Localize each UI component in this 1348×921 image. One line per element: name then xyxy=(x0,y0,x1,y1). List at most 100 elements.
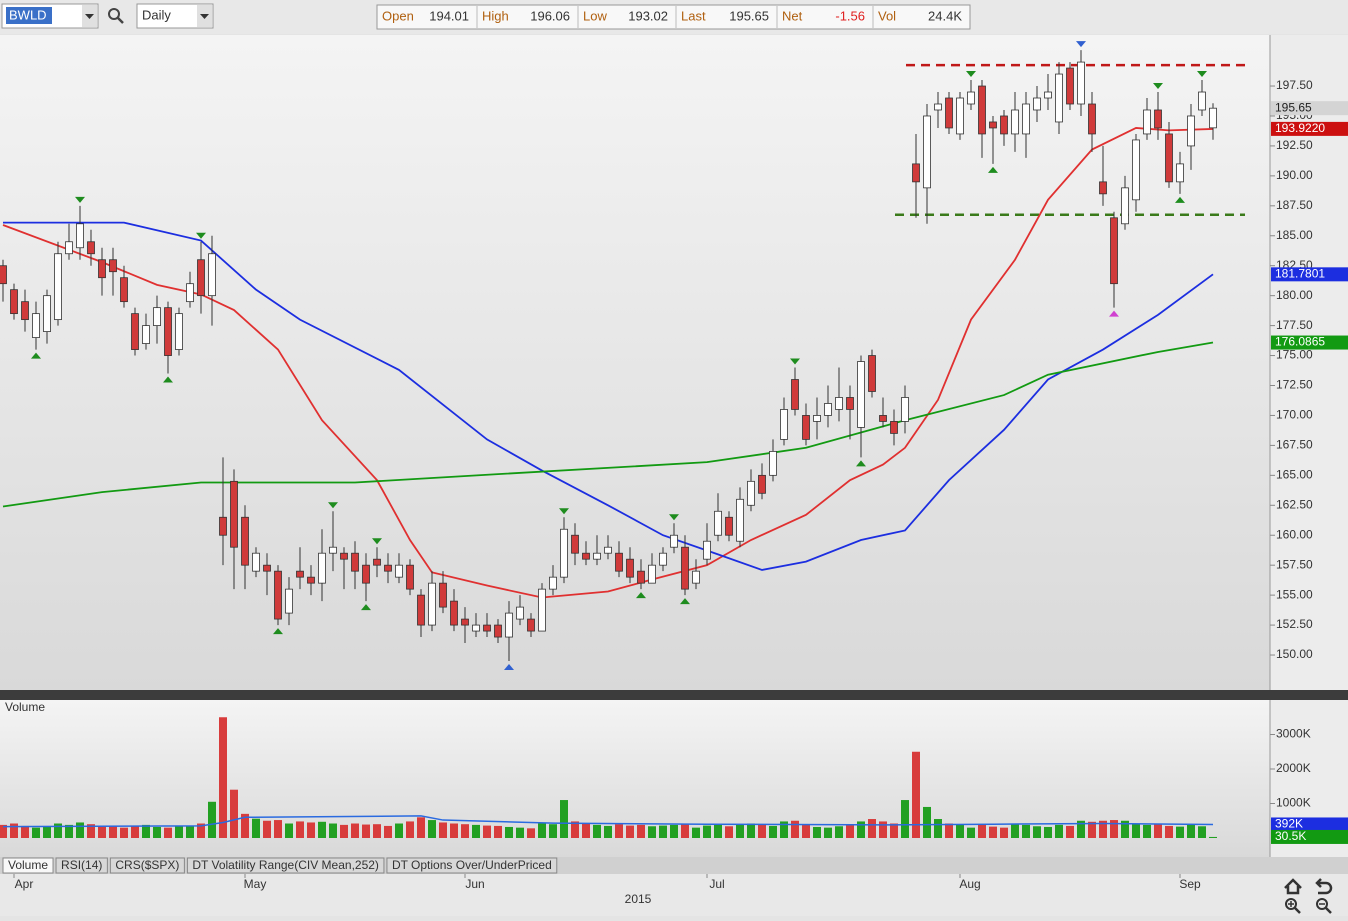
volume-bar xyxy=(230,789,238,838)
price-axis xyxy=(1270,35,1348,690)
volume-bar xyxy=(802,824,810,838)
candle-body xyxy=(219,516,227,536)
volume-bar xyxy=(549,824,557,838)
volume-bar xyxy=(0,824,7,838)
tab[interactable] xyxy=(55,857,108,874)
volume-bar xyxy=(54,823,62,838)
search-icon[interactable] xyxy=(108,8,124,24)
candle-body xyxy=(571,534,579,554)
volume-bar xyxy=(131,826,139,838)
candle-body xyxy=(186,283,194,303)
price-tag-label: 193.9220 xyxy=(1275,121,1325,135)
volume-bar xyxy=(813,826,821,838)
volume-bar xyxy=(428,820,436,838)
moving-average xyxy=(2,127,1214,599)
price-tag xyxy=(1271,101,1348,116)
back-icon[interactable] xyxy=(1315,878,1333,895)
y-tick-label: 150.00 xyxy=(1276,647,1313,661)
y-tick-label: 152.50 xyxy=(1276,617,1313,631)
volume-bar xyxy=(65,824,73,838)
tab[interactable] xyxy=(386,857,558,874)
volume-bar xyxy=(736,824,744,838)
pivot-marker xyxy=(361,604,371,611)
volume-bar xyxy=(1033,826,1041,838)
volume-bar xyxy=(351,823,359,838)
y-tick-label: 180.00 xyxy=(1276,288,1313,302)
tab[interactable] xyxy=(2,857,54,874)
candle-body xyxy=(461,618,469,626)
y-tick-label: 177.50 xyxy=(1276,318,1313,332)
candle-body xyxy=(318,552,326,584)
volume-bar xyxy=(604,825,612,838)
pivot-marker xyxy=(328,502,338,509)
candle-body xyxy=(153,307,161,327)
candle-body xyxy=(362,564,370,584)
y-tick-label: 190.00 xyxy=(1276,168,1313,182)
volume-bar xyxy=(1165,825,1173,838)
volume-bar xyxy=(285,823,293,838)
candle-body xyxy=(791,379,799,410)
y-tick-label: 197.50 xyxy=(1276,78,1313,92)
volume-bar xyxy=(516,827,524,838)
volume-bar xyxy=(274,820,282,838)
candle-body xyxy=(945,97,953,129)
tab-label: DT Volatility Range(CIV Mean,252) xyxy=(192,858,379,872)
home-icon[interactable] xyxy=(1284,878,1302,895)
quote-label: Net xyxy=(782,8,803,23)
price-tag-label: 392K xyxy=(1275,817,1303,831)
candle-body xyxy=(351,552,359,572)
candle-body xyxy=(648,564,656,584)
volume-bar xyxy=(560,800,568,838)
zoom-in-icon[interactable] xyxy=(1285,898,1301,914)
quote-value: 195.65 xyxy=(729,8,769,23)
y-tick-label: 1000K xyxy=(1276,796,1311,810)
volume-bar xyxy=(582,823,590,838)
candle-body xyxy=(252,552,260,572)
moving-average xyxy=(3,221,1214,571)
volume-bar xyxy=(868,819,876,838)
volume-bar xyxy=(417,817,425,838)
volume-bar xyxy=(791,820,799,838)
candle-body xyxy=(472,624,480,632)
tab[interactable] xyxy=(109,857,185,874)
volume-bar xyxy=(439,822,447,838)
volume-bar xyxy=(1154,824,1162,838)
candle-body xyxy=(54,253,62,321)
volume-bar xyxy=(1077,820,1085,838)
volume-bar xyxy=(681,823,689,838)
candle-body xyxy=(725,516,733,536)
candle-body xyxy=(637,570,645,584)
candle-body xyxy=(109,259,117,273)
tab[interactable] xyxy=(186,857,385,874)
volume-bar xyxy=(615,824,623,838)
x-tick-label: Apr xyxy=(15,877,34,891)
volume-bar xyxy=(703,825,711,838)
volume-bar xyxy=(76,822,84,838)
candle-body xyxy=(780,409,788,440)
candle-body xyxy=(439,582,447,608)
candle-body xyxy=(1176,163,1184,183)
candle-body xyxy=(1066,67,1074,105)
symbol-highlight xyxy=(6,7,52,24)
volume-bar xyxy=(340,824,348,838)
candle-body xyxy=(329,546,337,554)
candle-body xyxy=(1077,61,1085,105)
pivot-marker xyxy=(1197,71,1207,78)
symbol: BWLD xyxy=(9,7,47,22)
volume-bar xyxy=(252,818,260,838)
volume-bar xyxy=(307,822,315,838)
y-tick-label: 162.50 xyxy=(1276,497,1313,511)
x-tick-label: Aug xyxy=(959,877,980,891)
y-tick-label: 2000K xyxy=(1276,761,1311,775)
y-tick-label: 155.00 xyxy=(1276,587,1313,601)
volume-bar xyxy=(1198,826,1206,838)
volume-bar xyxy=(197,823,205,838)
volume-bar xyxy=(923,806,931,838)
zoom-out-icon[interactable] xyxy=(1316,898,1332,914)
candle-body xyxy=(1110,217,1118,285)
candle-body xyxy=(417,594,425,626)
candle-body xyxy=(208,253,216,297)
quote-box xyxy=(376,4,971,30)
year-label: 2015 xyxy=(625,892,652,906)
quote-label: High xyxy=(482,8,509,23)
